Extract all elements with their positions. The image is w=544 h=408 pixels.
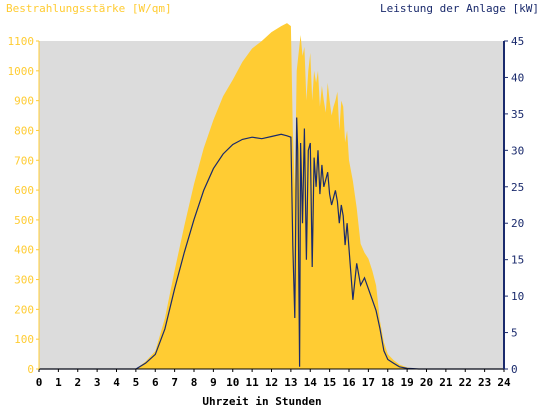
x-tick-label: 12 <box>265 376 278 389</box>
x-axis-title: Uhrzeit in Stunden <box>202 395 321 408</box>
x-tick-label: 10 <box>226 376 239 389</box>
left-tick-label: 1100 <box>8 35 35 48</box>
axis-layer: 0 1 2 3 4 5 6 7 8 9 10 11 12 13 14 15 16 17 18 19 20 21 22 23 24… <box>8 35 525 389</box>
x-tick-label: 4 <box>113 376 120 389</box>
x-tick-label: 1 <box>55 376 62 389</box>
x-tick-label: 24 <box>497 376 511 389</box>
x-tick-label: 15 <box>323 376 336 389</box>
x-tick-label: 20 <box>420 376 433 389</box>
right-tick-label: 0 <box>511 363 518 376</box>
x-tick-label: 3 <box>94 376 101 389</box>
power-line <box>39 117 504 370</box>
left-tick-label: 1000 <box>8 65 35 78</box>
x-tick-label: 14 <box>304 376 318 389</box>
right-tick-label: 25 <box>511 181 524 194</box>
x-tick-label: 23 <box>478 376 491 389</box>
left-tick-label: 500 <box>14 214 34 227</box>
right-tick-label: 40 <box>511 71 524 84</box>
x-tick-label: 7 <box>171 376 178 389</box>
x-tick-label: 6 <box>152 376 159 389</box>
right-tick-label: 30 <box>511 144 524 157</box>
right-tick-label: 15 <box>511 254 524 267</box>
x-tick-label: 11 <box>246 376 260 389</box>
left-tick-label: 300 <box>14 274 34 287</box>
left-tick-label: 600 <box>14 184 34 197</box>
x-tick-label: 22 <box>459 376 472 389</box>
left-tick-label: 700 <box>14 154 34 167</box>
left-axis-title: Bestrahlungsstärke [W/qm] <box>6 2 172 15</box>
series-layer <box>39 23 504 370</box>
left-tick-label: 200 <box>14 303 34 316</box>
x-tick-label: 2 <box>74 376 81 389</box>
x-tick-label: 16 <box>342 376 356 389</box>
x-tick-label: 9 <box>210 376 217 389</box>
x-tick-label: 21 <box>439 376 453 389</box>
irradiance-area <box>39 23 504 369</box>
right-tick-label: 45 <box>511 35 524 48</box>
right-tick-label: 35 <box>511 108 524 121</box>
right-axis-title: Leistung der Anlage [kW] <box>380 2 539 15</box>
x-tick-label: 13 <box>284 376 297 389</box>
x-tick-label: 8 <box>191 376 198 389</box>
right-tick-label: 10 <box>511 290 524 303</box>
x-tick-label: 19 <box>401 376 414 389</box>
left-tick-label: 400 <box>14 244 34 257</box>
left-tick-label: 100 <box>14 333 34 346</box>
x-tick-label: 18 <box>381 376 394 389</box>
left-tick-label: 900 <box>14 95 34 108</box>
x-tick-label: 0 <box>36 376 43 389</box>
right-tick-label: 20 <box>511 217 524 230</box>
right-tick-label: 5 <box>511 327 518 340</box>
x-tick-label: 17 <box>362 376 375 389</box>
left-tick-label: 800 <box>14 124 34 137</box>
left-tick-label: 0 <box>27 363 34 376</box>
x-tick-label: 5 <box>133 376 140 389</box>
